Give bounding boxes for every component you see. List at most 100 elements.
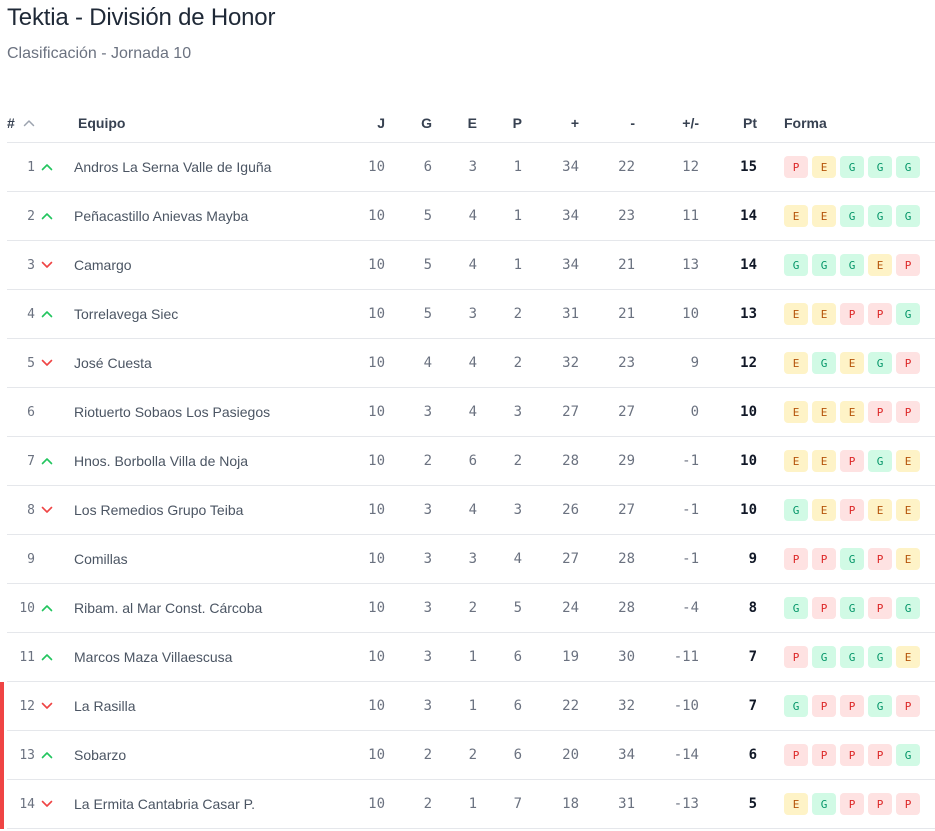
form-badge-loss: P xyxy=(840,793,864,815)
goals-against-value: 29 xyxy=(618,453,635,469)
table-row[interactable]: 12 La Rasilla 10 3 1 6 22 32 -10 7 G P P G P xyxy=(0,682,935,731)
played-value: 10 xyxy=(368,796,385,812)
form-badge-loss: P xyxy=(784,646,808,668)
goal-difference-value: 13 xyxy=(682,257,699,273)
table-row[interactable]: 13 Sobarzo 10 2 2 6 20 34 -14 6 P P P P G xyxy=(0,731,935,780)
column-header-goal-difference[interactable]: +/- xyxy=(682,114,699,131)
team-name[interactable]: José Cuesta xyxy=(74,355,152,371)
points-value: 10 xyxy=(740,502,757,518)
goals-for-value: 26 xyxy=(562,502,579,518)
column-header-played[interactable]: J xyxy=(377,114,385,131)
won-value: 6 xyxy=(423,159,432,175)
team-name[interactable]: La Rasilla xyxy=(74,698,136,714)
team-name[interactable]: Marcos Maza Villaescusa xyxy=(74,649,233,665)
team-name[interactable]: Los Remedios Grupo Teiba xyxy=(74,502,244,518)
page-subtitle: Clasificación - Jornada 10 xyxy=(7,45,192,62)
table-row[interactable]: 2 Peñacastillo Anievas Mayba 10 5 4 1 34 23 11 14… xyxy=(7,192,935,241)
form-badge-win: G xyxy=(896,303,920,325)
points-value: 9 xyxy=(748,551,757,567)
drawn-value: 4 xyxy=(468,257,477,273)
form-badge-loss: P xyxy=(840,450,864,472)
table-row[interactable]: 14 La Ermita Cantabria Casar P. 10 2 1 7 18 31 -… xyxy=(0,780,935,829)
form-badge-win: G xyxy=(812,352,836,374)
form-badge-win: G xyxy=(896,744,920,766)
form-badge-loss: P xyxy=(868,303,892,325)
goals-against-value: 34 xyxy=(618,747,635,763)
goals-for-value: 24 xyxy=(562,600,579,616)
form-badge-draw: E xyxy=(812,401,836,423)
team-name[interactable]: Comillas xyxy=(74,551,128,567)
form-badge-draw: E xyxy=(812,450,836,472)
form-badge-win: G xyxy=(840,548,864,570)
played-value: 10 xyxy=(368,159,385,175)
table-row[interactable]: 8 Los Remedios Grupo Teiba 10 3 4 3 26 27 -1 10 G E… xyxy=(7,486,935,535)
table-row[interactable]: 9 Comillas 10 3 3 4 27 28 -1 9 P P G P E xyxy=(7,535,935,584)
lost-value: 6 xyxy=(513,649,522,665)
table-row[interactable]: 3 Camargo 10 5 4 1 34 21 13 14 G G G E P xyxy=(7,241,935,290)
column-header-goals-for[interactable]: + xyxy=(570,114,579,131)
form-badge-win: G xyxy=(784,254,808,276)
played-value: 10 xyxy=(368,747,385,763)
trend-down-icon xyxy=(39,682,55,730)
form-badge-draw: E xyxy=(784,401,808,423)
sort-ascending-icon[interactable] xyxy=(21,103,37,142)
lost-value: 6 xyxy=(513,698,522,714)
drawn-value: 4 xyxy=(468,208,477,224)
form-badge-draw: E xyxy=(784,793,808,815)
lost-value: 1 xyxy=(513,208,522,224)
form-badge-win: G xyxy=(896,205,920,227)
column-header-goals-against[interactable]: - xyxy=(630,114,635,131)
form-badge-win: G xyxy=(840,254,864,276)
form-badge-loss: P xyxy=(812,744,836,766)
form-badge-loss: P xyxy=(840,303,864,325)
form-badge-draw: E xyxy=(812,499,836,521)
column-header-lost[interactable]: P xyxy=(512,114,522,131)
points-value: 8 xyxy=(748,600,757,616)
team-name[interactable]: Peñacastillo Anievas Mayba xyxy=(74,208,249,224)
trend-up-icon xyxy=(39,437,55,485)
team-name[interactable]: Camargo xyxy=(74,257,132,273)
table-row[interactable]: 1 Andros La Serna Valle de Iguña 10 6 3 1 34 22… xyxy=(7,143,935,192)
table-row[interactable]: 10 Ribam. al Mar Const. Cárcoba 10 3 2 5 24 28 -… xyxy=(7,584,935,633)
trend-none xyxy=(39,388,55,436)
goals-against-value: 23 xyxy=(618,355,635,371)
team-name[interactable]: Hnos. Borbolla Villa de Noja xyxy=(74,453,249,469)
played-value: 10 xyxy=(368,600,385,616)
goals-for-value: 27 xyxy=(562,404,579,420)
column-header-points[interactable]: Pt xyxy=(743,114,757,131)
team-name[interactable]: Andros La Serna Valle de Iguña xyxy=(74,159,272,175)
team-name[interactable]: Torrelavega Siec xyxy=(74,306,179,322)
goal-difference-value: -4 xyxy=(682,600,699,616)
form-badge-loss: P xyxy=(784,548,808,570)
played-value: 10 xyxy=(368,502,385,518)
table-row[interactable]: 6 Riotuerto Sobaos Los Pasiegos 10 3 4 3 27 27 0… xyxy=(7,388,935,437)
form-badge-loss: P xyxy=(896,352,920,374)
team-name[interactable]: Sobarzo xyxy=(74,747,127,763)
column-header-position[interactable]: # xyxy=(7,114,15,131)
form-badge-loss: P xyxy=(896,401,920,423)
table-row[interactable]: 7 Hnos. Borbolla Villa de Noja 10 2 6 2 28 29 -1… xyxy=(7,437,935,486)
table-row[interactable]: 4 Torrelavega Siec 10 5 3 2 31 21 10 13 E E P P G xyxy=(7,290,935,339)
team-name[interactable]: La Ermita Cantabria Casar P. xyxy=(74,796,256,812)
won-value: 3 xyxy=(423,600,432,616)
form-badge-draw: E xyxy=(840,352,864,374)
column-header-team[interactable]: Equipo xyxy=(78,114,126,131)
team-name[interactable]: Riotuerto Sobaos Los Pasiegos xyxy=(74,404,271,420)
goals-for-value: 20 xyxy=(562,747,579,763)
table-row[interactable]: 11 Marcos Maza Villaescusa 10 3 1 6 19 30 -11 7 P G… xyxy=(7,633,935,682)
column-header-drawn[interactable]: E xyxy=(467,114,477,131)
played-value: 10 xyxy=(368,355,385,371)
column-header-won[interactable]: G xyxy=(421,114,432,131)
goals-against-value: 27 xyxy=(618,404,635,420)
goal-difference-value: -1 xyxy=(682,453,699,469)
form-badge-draw: E xyxy=(784,352,808,374)
team-name[interactable]: Ribam. al Mar Const. Cárcoba xyxy=(74,600,263,616)
trend-up-icon xyxy=(39,731,55,779)
form-badge-draw: E xyxy=(896,548,920,570)
table-row[interactable]: 5 José Cuesta 10 4 4 2 32 23 9 12 E G E G P xyxy=(7,339,935,388)
points-value: 13 xyxy=(740,306,757,322)
